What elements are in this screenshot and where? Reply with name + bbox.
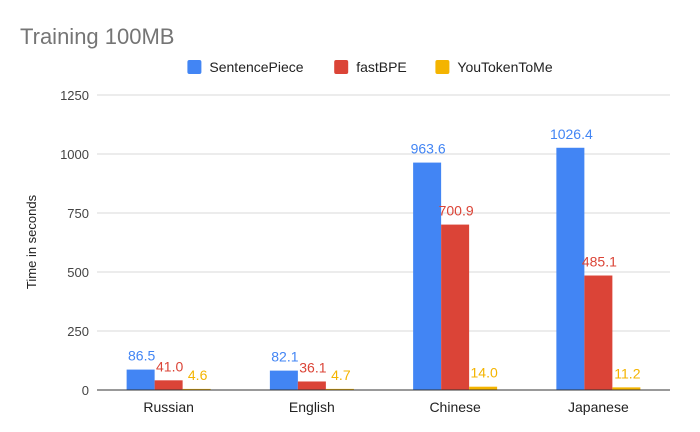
data-label: 11.2 (614, 365, 640, 381)
bar (556, 147, 585, 390)
y-tick-label: 750 (67, 206, 89, 221)
y-tick-label: 0 (82, 383, 89, 398)
data-label: 700.9 (439, 203, 474, 219)
bar (413, 162, 442, 390)
y-tick-label: 250 (67, 324, 89, 339)
x-category-label: Japanese (568, 399, 629, 415)
data-label: 14.0 (471, 365, 498, 381)
bar (584, 275, 613, 390)
bar (269, 370, 298, 390)
bar (154, 380, 183, 390)
x-axis-categories: Russian English Chinese Japanese (143, 399, 629, 415)
y-tick-label: 1000 (60, 147, 89, 162)
legend-label: fastBPE (356, 59, 407, 75)
bar (325, 388, 354, 390)
y-tick-label: 1250 (60, 88, 89, 103)
legend-swatch (187, 60, 202, 74)
bar (612, 387, 641, 390)
x-category-label: Chinese (429, 399, 481, 415)
data-label: 485.1 (582, 254, 617, 270)
bar (297, 381, 326, 390)
bar (182, 388, 211, 390)
data-label: 963.6 (411, 141, 446, 157)
data-label: 86.5 (128, 348, 155, 364)
data-label: 36.1 (299, 359, 326, 375)
y-axis-label: Time in seconds (24, 194, 39, 289)
bar (126, 369, 155, 390)
legend-label: SentencePiece (209, 59, 303, 75)
data-label: 1026.4 (550, 126, 593, 142)
data-label: 4.7 (331, 367, 351, 383)
data-labels: 86.541.0 4.6 82.136.1 4.7 963.6 700.9 14.0 1026… (128, 126, 641, 383)
x-category-label: Russian (143, 399, 194, 415)
bars (126, 147, 641, 390)
data-label: 82.1 (271, 349, 298, 365)
legend-swatch (435, 60, 450, 74)
y-axis-ticks: 0 250 500 750 1000 1250 (60, 88, 89, 398)
legend-swatch (334, 60, 349, 74)
legend: SentencePiece fastBPE YouTokenToMe (187, 59, 553, 75)
bar (469, 386, 498, 390)
bar (441, 224, 470, 390)
data-label: 41.0 (156, 358, 183, 374)
legend-label: YouTokenToMe (457, 59, 552, 75)
chart-title: Training 100MB (20, 24, 174, 49)
x-category-label: English (289, 399, 335, 415)
y-tick-label: 500 (67, 265, 89, 280)
data-label: 4.6 (188, 367, 208, 383)
